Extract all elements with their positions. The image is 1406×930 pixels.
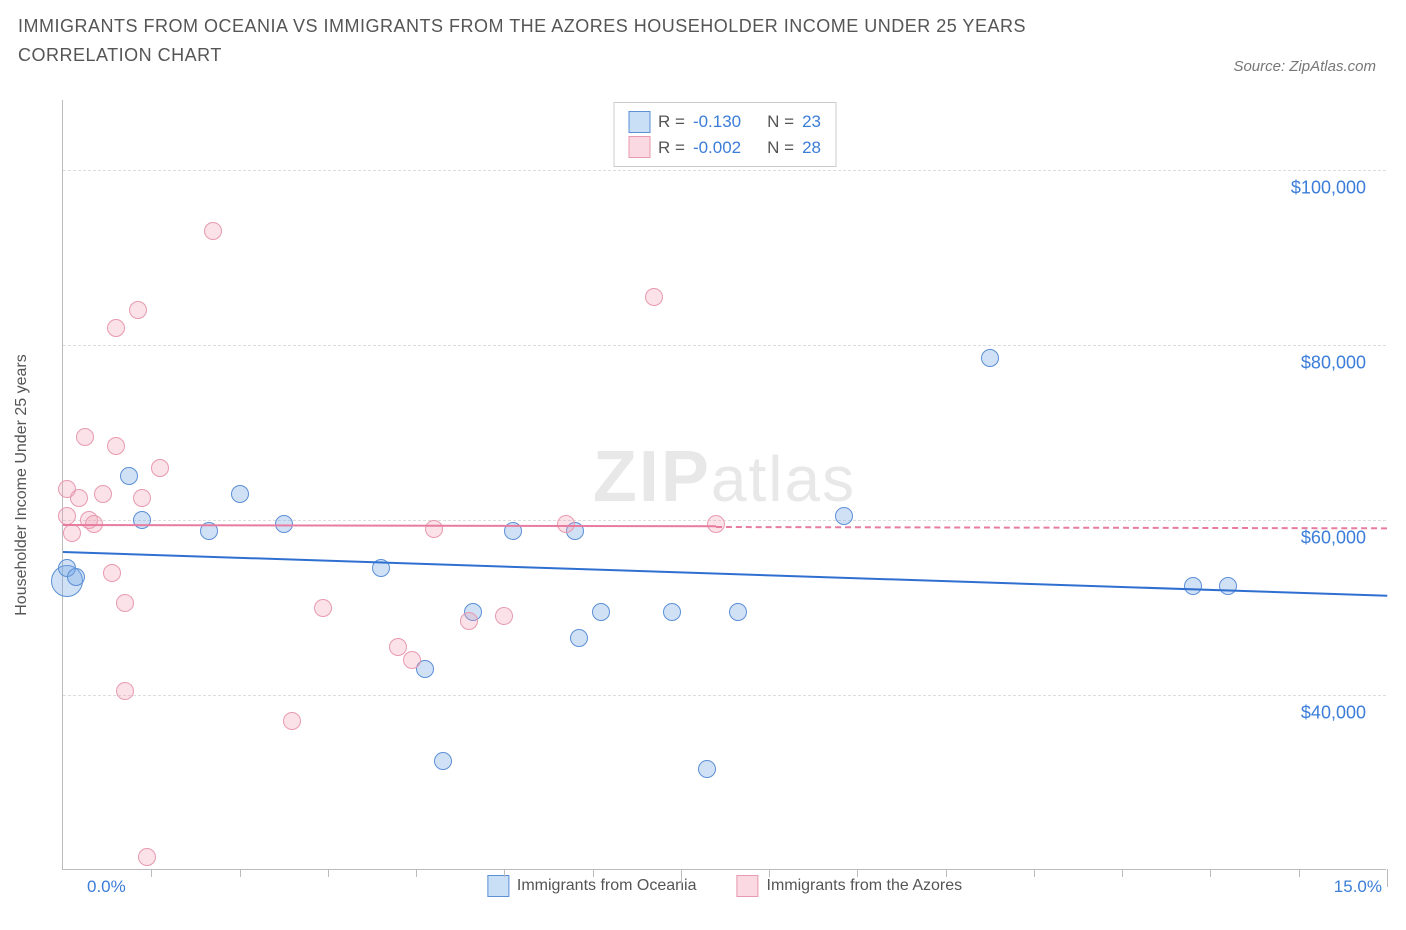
legend-label-oceania: Immigrants from Oceania xyxy=(517,877,697,895)
n-value-azores: 28 xyxy=(802,135,821,161)
chart-container: IMMIGRANTS FROM OCEANIA VS IMMIGRANTS FR… xyxy=(0,0,1406,930)
scatter-point xyxy=(138,848,156,866)
x-tick-minor xyxy=(1299,869,1300,877)
scatter-point xyxy=(570,629,588,647)
scatter-point xyxy=(70,489,88,507)
scatter-point xyxy=(592,603,610,621)
legend-item-azores: Immigrants from the Azores xyxy=(736,875,962,897)
scatter-point xyxy=(729,603,747,621)
swatch-oceania-icon xyxy=(487,875,509,897)
legend-row-azores: R = -0.002 N = 28 xyxy=(628,135,821,161)
scatter-point xyxy=(120,467,138,485)
scatter-point xyxy=(133,489,151,507)
watermark-atlas: atlas xyxy=(711,442,856,514)
x-tick-minor xyxy=(769,869,770,877)
y-tick-label: $80,000 xyxy=(1301,353,1366,374)
r-value-oceania: -0.130 xyxy=(693,109,741,135)
x-axis-max-label: 15.0% xyxy=(1334,877,1382,897)
scatter-point xyxy=(645,288,663,306)
watermark: ZIPatlas xyxy=(593,435,856,517)
scatter-point xyxy=(133,511,151,529)
scatter-point xyxy=(1184,577,1202,595)
plot-area: ZIPatlas R = -0.130 N = 23 R = -0.002 N … xyxy=(62,100,1386,870)
scatter-point xyxy=(129,301,147,319)
n-label: N = xyxy=(767,109,794,135)
scatter-point xyxy=(76,428,94,446)
scatter-point xyxy=(151,459,169,477)
scatter-point xyxy=(67,568,85,586)
x-tick-major xyxy=(681,869,682,887)
r-value-azores: -0.002 xyxy=(693,135,741,161)
x-tick-minor xyxy=(946,869,947,877)
scatter-point xyxy=(116,594,134,612)
series-legend: Immigrants from Oceania Immigrants from … xyxy=(487,875,962,897)
x-axis-min-label: 0.0% xyxy=(87,877,126,897)
gridline xyxy=(63,695,1386,696)
scatter-point xyxy=(204,222,222,240)
source-attribution: Source: ZipAtlas.com xyxy=(1233,58,1376,75)
r-label: R = xyxy=(658,109,685,135)
scatter-point xyxy=(107,319,125,337)
x-tick-minor xyxy=(857,869,858,877)
scatter-point xyxy=(698,760,716,778)
trend-line xyxy=(716,526,1387,529)
x-tick-minor xyxy=(151,869,152,877)
y-tick-label: $40,000 xyxy=(1301,703,1366,724)
x-tick-minor xyxy=(1210,869,1211,877)
scatter-point xyxy=(495,607,513,625)
gridline xyxy=(63,170,1386,171)
x-tick-minor xyxy=(1034,869,1035,877)
r-label: R = xyxy=(658,135,685,161)
scatter-point xyxy=(981,349,999,367)
x-tick-minor xyxy=(504,869,505,877)
n-value-oceania: 23 xyxy=(802,109,821,135)
scatter-point xyxy=(835,507,853,525)
swatch-azores-icon xyxy=(736,875,758,897)
x-tick-major xyxy=(1387,869,1388,887)
chart-area: Householder Income Under 25 years ZIPatl… xyxy=(40,100,1386,870)
x-tick-minor xyxy=(240,869,241,877)
scatter-point xyxy=(460,612,478,630)
y-tick-label: $100,000 xyxy=(1291,178,1366,199)
scatter-point xyxy=(425,520,443,538)
x-tick-minor xyxy=(328,869,329,877)
scatter-point xyxy=(58,507,76,525)
scatter-point xyxy=(63,524,81,542)
swatch-azores xyxy=(628,136,650,158)
scatter-point xyxy=(314,599,332,617)
scatter-point xyxy=(231,485,249,503)
legend-item-oceania: Immigrants from Oceania xyxy=(487,875,697,897)
y-tick-label: $60,000 xyxy=(1301,528,1366,549)
chart-title: IMMIGRANTS FROM OCEANIA VS IMMIGRANTS FR… xyxy=(18,12,1118,70)
legend-label-azores: Immigrants from the Azores xyxy=(766,877,962,895)
scatter-point xyxy=(116,682,134,700)
scatter-point xyxy=(103,564,121,582)
scatter-point xyxy=(94,485,112,503)
scatter-point xyxy=(107,437,125,455)
n-label: N = xyxy=(767,135,794,161)
scatter-point xyxy=(403,651,421,669)
watermark-zip: ZIP xyxy=(593,436,711,516)
scatter-point xyxy=(283,712,301,730)
scatter-point xyxy=(1219,577,1237,595)
correlation-legend-box: R = -0.130 N = 23 R = -0.002 N = 28 xyxy=(613,102,836,167)
legend-row-oceania: R = -0.130 N = 23 xyxy=(628,109,821,135)
x-tick-minor xyxy=(593,869,594,877)
swatch-oceania xyxy=(628,111,650,133)
x-tick-minor xyxy=(1122,869,1123,877)
gridline xyxy=(63,345,1386,346)
trend-line xyxy=(63,524,716,527)
trend-line xyxy=(63,551,1387,597)
x-tick-minor xyxy=(416,869,417,877)
scatter-point xyxy=(434,752,452,770)
scatter-point xyxy=(663,603,681,621)
y-axis-label: Householder Income Under 25 years xyxy=(13,354,31,615)
